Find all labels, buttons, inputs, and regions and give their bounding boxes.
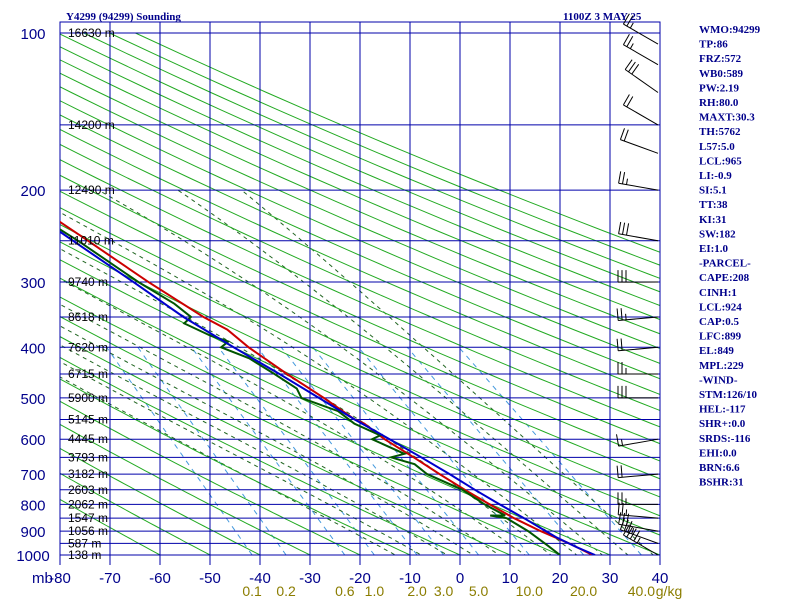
temperature-label: 20 [552,570,569,587]
height-label: 1547 m [68,511,108,525]
height-label: 8618 m [68,310,108,324]
pressure-label: 1000 [16,548,49,565]
temperature-label: -40 [249,570,271,587]
pressure-label: 100 [20,26,45,43]
height-label: 12490 m [68,183,115,197]
temperature-label: 30 [602,570,619,587]
pressure-label: 500 [20,391,45,408]
height-label: 2603 m [68,483,108,497]
index-line: WMO:94299 [699,24,761,36]
wind-barb-half-flag [626,314,627,320]
index-line: CINH:1 [699,287,737,299]
index-line: TT:38 [699,199,728,211]
mixing-ratio-label: 0.2 [276,583,296,599]
pressure-label: 800 [20,497,45,514]
index-line: L57:5.0 [699,141,735,153]
pressure-label: 200 [20,183,45,200]
temperature-label: -30 [299,570,321,587]
temperature-label: -60 [149,570,171,587]
height-label: 6715 m [68,367,108,381]
height-label: 3793 m [68,450,108,464]
height-label: 16630 m [68,26,115,40]
wind-barb-half-flag [626,509,627,515]
height-label: 138 m [68,548,101,562]
height-label: 11010 m [68,234,114,248]
height-label: 3182 m [68,467,108,481]
pressure-label: 900 [20,524,45,541]
temperature-label: 0 [456,570,464,587]
index-line: MAXT:30.3 [699,112,755,124]
pressure-label: 700 [20,467,45,484]
index-line: MPL:229 [699,360,744,372]
index-line: EI:1.0 [699,243,729,255]
index-line: -WIND- [699,374,738,386]
height-label: 9740 m [68,275,108,289]
temperature-label: -20 [349,570,371,587]
index-line: SW:182 [699,228,736,240]
index-line: WB0:589 [699,68,744,80]
mixing-ratio-label: 3.0 [434,583,454,599]
mixing-ratio-label: 5.0 [469,583,489,599]
index-line: EHI:0.0 [699,447,737,459]
index-line: SI:5.1 [699,185,727,197]
index-line: HEL:-117 [699,404,746,416]
index-line: CAPE:208 [699,272,750,284]
index-line: LFC:899 [699,331,742,343]
temperature-label: -10 [399,570,421,587]
height-label: 5145 m [68,413,108,427]
index-line: STM:126/10 [699,389,758,401]
temperature-label: 10 [502,570,519,587]
index-line: FRZ:572 [699,53,742,65]
index-line: CAP:0.5 [699,316,740,328]
index-line: EL:849 [699,345,734,357]
mb-unit-label: mb [32,570,53,587]
index-line: SHR+:0.0 [699,418,746,430]
temperature-label: -70 [99,570,121,587]
height-label: 14200 m [68,118,115,132]
indices-panel: WMO:94299 TP:86 FRZ:572 WB0:589 PW:2.19 RH:80… [699,24,761,489]
index-line: SRDS:-116 [699,433,751,445]
height-label: 2062 m [68,497,108,511]
index-line: LI:-0.9 [699,170,732,182]
index-line: TH:5762 [699,126,741,138]
sounding-time: 1100Z 3 MAY 25 [563,11,642,23]
pressure-label: 300 [20,275,45,292]
temperature-label: 40 [652,570,669,587]
height-label: 7620 m [68,340,108,354]
mixing-ratio-label: 10.0 [516,583,543,599]
index-line: PW:2.19 [699,82,740,94]
index-line: LCL:965 [699,155,742,167]
index-line: BRN:6.6 [699,462,740,474]
index-line: TP:86 [699,39,728,51]
height-label: 5900 m [68,391,108,405]
temperature-label: -50 [199,570,221,587]
index-line: RH:80.0 [699,97,739,109]
index-line: LCL:924 [699,301,742,313]
height-label: 4445 m [68,432,108,446]
index-line: BSHR:31 [699,477,744,489]
pressure-label: 400 [20,340,45,357]
station-title: Y4299 (94299) Sounding [66,11,181,23]
pressure-label: 600 [20,432,45,449]
index-line: -PARCEL- [699,258,751,270]
mixing-ratio-label: 20.0 [570,583,597,599]
index-line: KI:31 [699,214,727,226]
